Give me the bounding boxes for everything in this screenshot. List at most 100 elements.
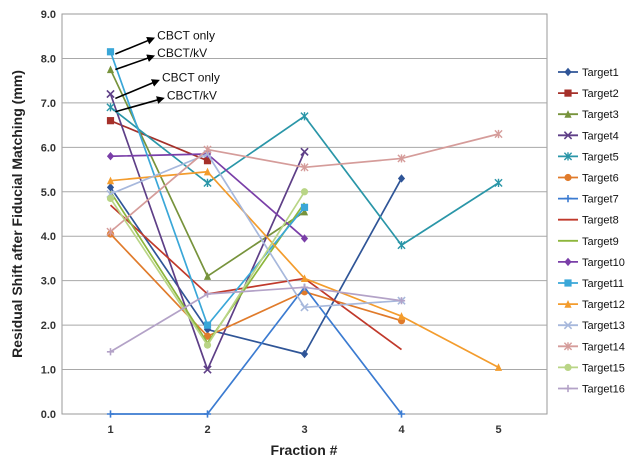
- legend-item: Target6: [558, 173, 619, 185]
- data-point: [564, 363, 572, 371]
- data-point: [564, 257, 572, 267]
- annotation-arrow: [115, 54, 156, 71]
- y-tick-label: 0.0: [41, 409, 56, 421]
- y-axis-title: Residual Shift after Fiducial Matching (…: [9, 70, 25, 358]
- legend-item: Target12: [558, 299, 625, 311]
- data-point: [564, 300, 572, 308]
- data-point: [203, 145, 212, 154]
- data-point: [106, 103, 115, 112]
- data-point: [563, 152, 573, 161]
- annotation-label: CBCT only: [157, 28, 215, 42]
- series-6: [106, 230, 406, 340]
- data-point: [563, 131, 573, 140]
- x-tick-label: 3: [301, 424, 307, 436]
- series-8: [109, 204, 403, 351]
- series-16: [106, 283, 406, 356]
- data-point: [106, 227, 115, 236]
- data-point: [397, 241, 406, 250]
- y-tick-label: 6.0: [41, 142, 56, 154]
- data-point: [564, 279, 572, 287]
- data-point: [494, 178, 503, 187]
- data-point: [203, 272, 212, 280]
- y-tick-label: 1.0: [41, 365, 56, 377]
- data-point: [106, 48, 115, 56]
- x-axis-ticks: 1 2 3 4 5: [107, 424, 501, 436]
- y-tick-label: 3.0: [41, 276, 56, 288]
- x-tick-label: 1: [107, 424, 113, 436]
- data-point: [563, 342, 573, 351]
- y-tick-label: 7.0: [41, 98, 56, 110]
- x-tick-label: 5: [495, 424, 501, 436]
- data-point: [564, 67, 572, 77]
- data-point: [106, 410, 115, 418]
- data-point: [203, 321, 212, 329]
- data-point: [300, 188, 309, 196]
- legend-item: Target8: [558, 215, 619, 227]
- series-line: [109, 233, 402, 338]
- legend-item: Target11: [558, 278, 624, 290]
- series-12: [106, 167, 503, 371]
- data-point: [300, 234, 309, 243]
- data-point: [300, 349, 309, 359]
- annotation-label: CBCT/kV: [167, 88, 217, 102]
- series-5: [106, 103, 503, 250]
- data-point: [300, 112, 309, 121]
- data-point: [106, 65, 115, 74]
- legend-label: Target8: [582, 215, 619, 227]
- data-point: [203, 332, 212, 340]
- series-line: [110, 153, 402, 309]
- legend-label: Target15: [582, 362, 625, 374]
- data-point: [300, 274, 309, 283]
- legend: Target1 Target2 Target3 Target4 Target5 Targe…: [558, 67, 625, 396]
- data-point: [203, 157, 212, 165]
- data-point: [203, 341, 212, 349]
- data-point: [203, 167, 212, 176]
- data-point: [106, 183, 115, 192]
- legend-label: Target5: [582, 151, 619, 163]
- data-point: [106, 117, 115, 125]
- legend-item: Target4: [558, 130, 619, 142]
- legend-label: Target1: [582, 67, 619, 79]
- data-point: [563, 321, 573, 330]
- legend-item: Target16: [558, 384, 625, 396]
- annotation: CBCT only: [115, 71, 220, 100]
- legend-item: Target10: [558, 257, 625, 269]
- series-3: [106, 65, 309, 280]
- legend-item: Target9: [558, 236, 619, 248]
- legend-item: Target3: [558, 109, 619, 121]
- data-point: [564, 384, 572, 393]
- annotation: CBCT only: [115, 28, 215, 55]
- data-point: [300, 163, 309, 172]
- series-line: [109, 204, 403, 351]
- data-point: [203, 290, 212, 298]
- legend-label: Target12: [582, 299, 625, 311]
- data-point: [106, 89, 115, 99]
- legend-label: Target11: [582, 278, 624, 290]
- legend-label: Target10: [582, 257, 625, 269]
- legend-item: Target1: [558, 67, 619, 79]
- legend-label: Target7: [582, 194, 619, 206]
- legend-item: Target14: [558, 341, 625, 353]
- series-line: [110, 286, 402, 353]
- series-14: [106, 129, 503, 236]
- annotation-label: CBCT only: [162, 71, 220, 85]
- y-tick-label: 4.0: [41, 231, 56, 243]
- legend-item: Target7: [558, 194, 619, 206]
- x-axis-title: Fraction #: [271, 442, 338, 458]
- annotation: CBCT/kV: [115, 46, 207, 71]
- data-point: [300, 147, 309, 156]
- data-point: [564, 89, 572, 97]
- data-point: [106, 176, 115, 185]
- x-tick-label: 4: [398, 424, 405, 436]
- data-point: [564, 173, 572, 182]
- annotations: CBCT only CBCT/kV CBCT only CBCT/kV: [115, 28, 220, 113]
- data-point: [564, 195, 572, 203]
- data-point: [494, 363, 503, 371]
- annotation-arrow: [115, 96, 165, 113]
- data-point: [397, 297, 406, 305]
- legend-label: Target2: [582, 88, 619, 100]
- data-point: [397, 312, 406, 320]
- series-4: [106, 89, 309, 374]
- legend-label: Target4: [582, 130, 619, 142]
